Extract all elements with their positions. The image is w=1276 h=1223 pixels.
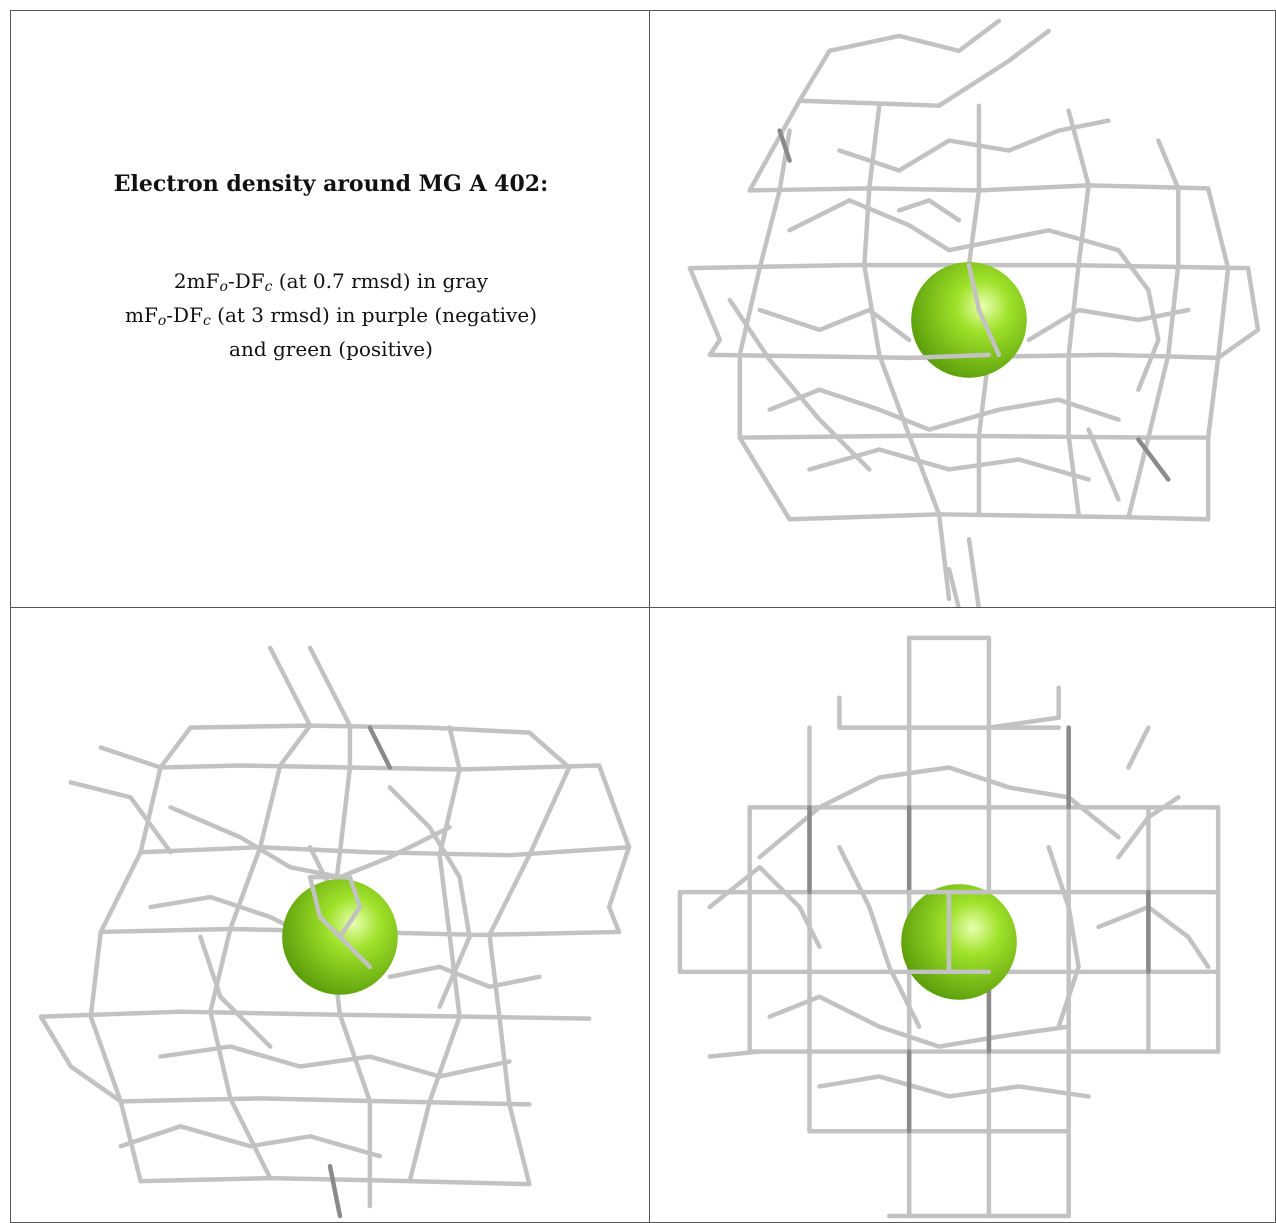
legend-cell: Electron density around MG A 402: 2mFo-D… xyxy=(10,10,650,608)
gray-mesh-front xyxy=(307,874,373,970)
mg-ion-sphere xyxy=(901,884,1017,1000)
legend-title: Electron density around MG A 402: xyxy=(113,171,549,197)
gray-mesh xyxy=(38,645,632,1219)
legend-line-positive: and green (positive) xyxy=(229,337,433,361)
density-mesh-view xyxy=(677,635,1221,1219)
gray-mesh-front xyxy=(906,262,1002,361)
view-bottom-right xyxy=(649,607,1276,1223)
gray-mesh xyxy=(687,18,1261,607)
view-top-right xyxy=(649,10,1276,608)
legend-line-difference: mFo-DFc (at 3 rmsd) in purple (negative) xyxy=(125,303,537,329)
gray-mesh-front xyxy=(906,889,992,975)
legend-line-gray: 2mFo-DFc (at 0.7 rmsd) in gray xyxy=(173,269,489,295)
figure-table: Electron density around MG A 402: 2mFo-D… xyxy=(10,10,1276,1223)
gray-mesh xyxy=(677,635,1221,1219)
density-mesh-view xyxy=(687,18,1261,607)
density-mesh-view xyxy=(38,645,632,1219)
view-bottom-left xyxy=(10,607,650,1223)
legend: Electron density around MG A 402: 2mFo-D… xyxy=(11,171,649,363)
mg-ion-sphere xyxy=(911,262,1027,378)
